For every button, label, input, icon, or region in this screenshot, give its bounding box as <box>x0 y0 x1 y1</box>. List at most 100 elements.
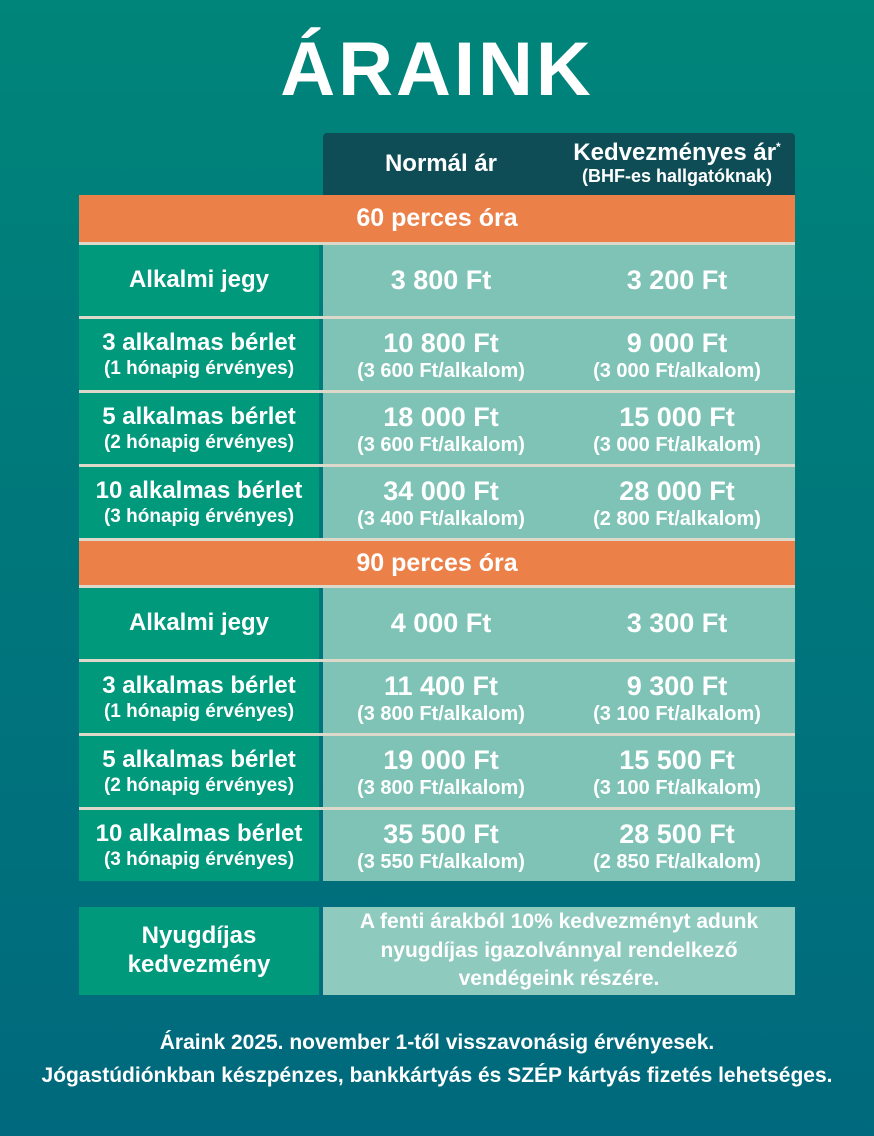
row-label-sub: (1 hónapig érvényes) <box>103 357 295 379</box>
price-discount-cell: 3 300 Ft <box>559 588 795 659</box>
table-row: Alkalmi jegy 3 800 Ft 3 200 Ft <box>79 242 795 316</box>
section-header-label: 60 perces óra <box>356 204 518 232</box>
row-prices: 10 800 Ft (3 600 Ft/alkalom) 9 000 Ft (3… <box>323 319 795 390</box>
row-label-sub: (2 hónapig érvényes) <box>103 774 295 796</box>
header-spacer <box>79 133 319 195</box>
price-normal-sub: (3 550 Ft/alkalom) <box>357 850 525 873</box>
row-prices: 4 000 Ft 3 300 Ft <box>323 588 795 659</box>
table-body: 60 perces óra Alkalmi jegy 3 800 Ft 3 20… <box>79 195 795 881</box>
price-discount: 9 300 Ft <box>626 671 728 702</box>
row-prices: 34 000 Ft (3 400 Ft/alkalom) 28 000 Ft (… <box>323 467 795 538</box>
price-discount: 15 000 Ft <box>619 402 735 433</box>
price-normal-cell: 4 000 Ft <box>323 588 559 659</box>
row-label: 5 alkalmas bérlet <box>102 403 296 431</box>
footer-line2: Jógastúdiónkban készpénzes, bankkártyás … <box>41 1063 833 1087</box>
price-discount: 3 300 Ft <box>626 608 728 639</box>
price-normal-cell: 19 000 Ft (3 800 Ft/alkalom) <box>323 736 559 807</box>
section-header: 90 perces óra <box>79 538 795 585</box>
price-normal-cell: 3 800 Ft <box>323 245 559 316</box>
row-label-cell: 10 alkalmas bérlet (3 hónapig érvényes) <box>79 467 319 538</box>
table-row: 3 alkalmas bérlet (1 hónapig érvényes) 1… <box>79 316 795 390</box>
price-discount-sub: (3 000 Ft/alkalom) <box>593 433 761 456</box>
price-normal-cell: 10 800 Ft (3 600 Ft/alkalom) <box>323 319 559 390</box>
price-normal: 18 000 Ft <box>383 402 499 433</box>
row-prices: 35 500 Ft (3 550 Ft/alkalom) 28 500 Ft (… <box>323 810 795 881</box>
price-normal-cell: 34 000 Ft (3 400 Ft/alkalom) <box>323 467 559 538</box>
row-label: 3 alkalmas bérlet <box>102 672 296 700</box>
price-discount-cell: 3 200 Ft <box>559 245 795 316</box>
price-normal: 34 000 Ft <box>383 476 499 507</box>
table-row: 5 alkalmas bérlet (2 hónapig érvényes) 1… <box>79 390 795 464</box>
price-normal-cell: 35 500 Ft (3 550 Ft/alkalom) <box>323 810 559 881</box>
price-discount-sub: (2 800 Ft/alkalom) <box>593 507 761 530</box>
row-label: 10 alkalmas bérlet <box>95 477 303 505</box>
pensioner-label-cell: Nyugdíjas kedvezmény <box>79 907 319 995</box>
row-label: 5 alkalmas bérlet <box>102 746 296 774</box>
row-label: Alkalmi jegy <box>128 266 270 294</box>
price-normal-sub: (3 600 Ft/alkalom) <box>357 359 525 382</box>
price-normal: 11 400 Ft <box>383 671 499 702</box>
price-normal: 10 800 Ft <box>383 328 499 359</box>
row-label-sub: (2 hónapig érvényes) <box>103 431 295 453</box>
price-normal-cell: 11 400 Ft (3 800 Ft/alkalom) <box>323 662 559 733</box>
pricing-table: Normál ár Kedvezményes ár* (BHF-es hallg… <box>79 133 795 995</box>
table-row: 5 alkalmas bérlet (2 hónapig érvényes) 1… <box>79 733 795 807</box>
price-normal-sub: (3 600 Ft/alkalom) <box>357 433 525 456</box>
price-normal: 19 000 Ft <box>383 745 499 776</box>
price-discount-sub: (3 100 Ft/alkalom) <box>593 776 761 799</box>
row-label-cell: 3 alkalmas bérlet (1 hónapig érvényes) <box>79 662 319 733</box>
table-header-row: Normál ár Kedvezményes ár* (BHF-es hallg… <box>79 133 795 195</box>
price-normal-sub: (3 800 Ft/alkalom) <box>357 776 525 799</box>
row-label-cell: Alkalmi jegy <box>79 588 319 659</box>
row-label-sub: (3 hónapig érvényes) <box>103 505 295 527</box>
discount-header-text: Kedvezményes ár <box>573 139 777 166</box>
price-discount-cell: 9 300 Ft (3 100 Ft/alkalom) <box>559 662 795 733</box>
column-header-discount-sub: (BHF-es hallgatóknak) <box>581 166 773 187</box>
table-row: Alkalmi jegy 4 000 Ft 3 300 Ft <box>79 585 795 659</box>
price-discount-cell: 28 500 Ft (2 850 Ft/alkalom) <box>559 810 795 881</box>
row-prices: 19 000 Ft (3 800 Ft/alkalom) 15 500 Ft (… <box>323 736 795 807</box>
row-label-cell: 10 alkalmas bérlet (3 hónapig érvényes) <box>79 810 319 881</box>
section-header: 60 perces óra <box>79 195 795 242</box>
footer-line1: Áraink 2025. november 1-től visszavonási… <box>159 1031 715 1054</box>
price-discount: 9 000 Ft <box>626 328 728 359</box>
column-header-normal: Normál ár <box>323 133 559 195</box>
row-label-cell: 3 alkalmas bérlet (1 hónapig érvényes) <box>79 319 319 390</box>
row-prices: 11 400 Ft (3 800 Ft/alkalom) 9 300 Ft (3… <box>323 662 795 733</box>
pensioner-description-cell: A fenti árakból 10% kedvezményt adunk ny… <box>323 907 795 995</box>
column-header-normal-label: Normál ár <box>384 149 498 177</box>
price-normal-sub: (3 800 Ft/alkalom) <box>357 702 525 725</box>
row-label-cell: Alkalmi jegy <box>79 245 319 316</box>
pensioner-description: A fenti árakból 10% kedvezményt adunk ny… <box>359 909 759 991</box>
table-row: 3 alkalmas bérlet (1 hónapig érvényes) 1… <box>79 659 795 733</box>
page-title: ÁRAINK <box>280 27 594 112</box>
row-label: Alkalmi jegy <box>128 609 270 637</box>
column-header-discount: Kedvezményes ár* (BHF-es hallgatóknak) <box>559 133 795 195</box>
price-discount-sub: (2 850 Ft/alkalom) <box>593 850 761 873</box>
price-normal: 3 800 Ft <box>390 265 492 296</box>
price-discount-cell: 28 000 Ft (2 800 Ft/alkalom) <box>559 467 795 538</box>
column-headers: Normál ár Kedvezményes ár* (BHF-es hallg… <box>323 133 795 195</box>
row-label-cell: 5 alkalmas bérlet (2 hónapig érvényes) <box>79 736 319 807</box>
price-discount-cell: 15 500 Ft (3 100 Ft/alkalom) <box>559 736 795 807</box>
table-row: 10 alkalmas bérlet (3 hónapig érvényes) … <box>79 807 795 881</box>
price-discount: 15 500 Ft <box>619 745 735 776</box>
row-label: 10 alkalmas bérlet <box>95 820 303 848</box>
price-normal: 4 000 Ft <box>390 608 492 639</box>
price-discount-cell: 15 000 Ft (3 000 Ft/alkalom) <box>559 393 795 464</box>
row-label-cell: 5 alkalmas bérlet (2 hónapig érvényes) <box>79 393 319 464</box>
price-normal-cell: 18 000 Ft (3 600 Ft/alkalom) <box>323 393 559 464</box>
row-prices: 3 800 Ft 3 200 Ft <box>323 245 795 316</box>
asterisk-mark: * <box>776 140 781 154</box>
table-gap <box>79 881 795 907</box>
price-discount-sub: (3 000 Ft/alkalom) <box>593 359 761 382</box>
table-row: 10 alkalmas bérlet (3 hónapig érvényes) … <box>79 464 795 538</box>
column-header-discount-label: Kedvezményes ár* <box>573 139 781 166</box>
row-label-sub: (1 hónapig érvényes) <box>103 700 295 722</box>
price-discount-cell: 9 000 Ft (3 000 Ft/alkalom) <box>559 319 795 390</box>
pensioner-label-line1: Nyugdíjas <box>141 922 257 950</box>
price-discount: 3 200 Ft <box>626 265 728 296</box>
row-prices: 18 000 Ft (3 600 Ft/alkalom) 15 000 Ft (… <box>323 393 795 464</box>
row-label-sub: (3 hónapig érvényes) <box>103 848 295 870</box>
